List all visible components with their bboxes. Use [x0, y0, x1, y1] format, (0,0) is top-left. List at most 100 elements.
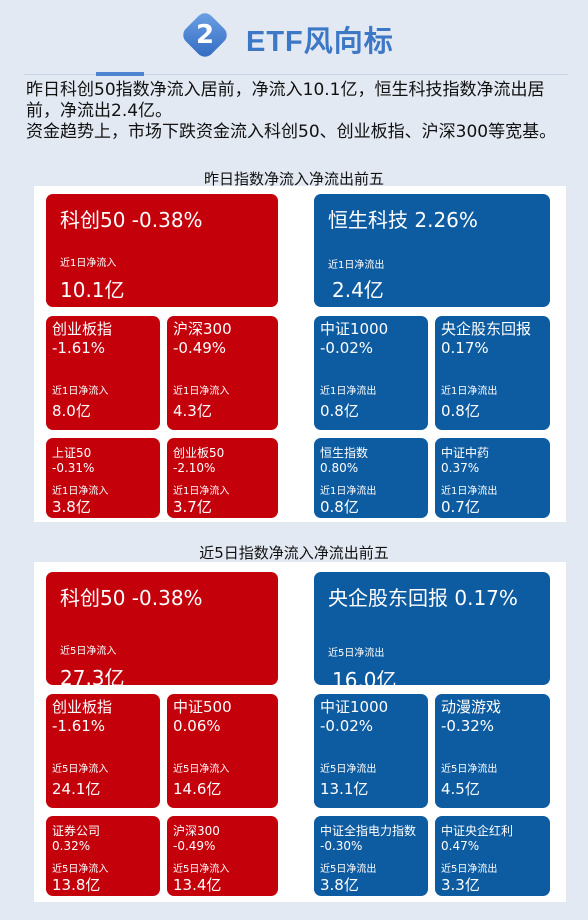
- section1-inflow-card-5[interactable]: 创业板50 -2.10% 近1日净流入 3.7亿: [167, 438, 278, 518]
- card-index-change: -0.49%: [173, 339, 227, 357]
- section1-outflow-card-2[interactable]: 中证1000 -0.02% 近1日净流出 0.8亿: [314, 316, 428, 430]
- card-flow-value: 14.6亿: [173, 780, 222, 798]
- card-index-change: 0.37%: [441, 461, 480, 475]
- section2-inflow-card-2[interactable]: 创业板指 -1.61% 近5日净流入 24.1亿: [46, 694, 160, 808]
- section2-outflow-card-2[interactable]: 中证1000 -0.02% 近5日净流出 13.1亿: [314, 694, 428, 808]
- card-flow-label: 近5日净流入: [60, 646, 117, 657]
- section1-outflow-card-4[interactable]: 恒生指数 0.80% 近1日净流出 0.8亿: [314, 438, 428, 518]
- card-index-name: 创业板指: [52, 320, 113, 338]
- card-flow-value: 13.4亿: [173, 876, 222, 894]
- card-index-name: 中证1000: [320, 698, 389, 716]
- card-index-change: -0.30%: [320, 839, 363, 853]
- section-number-badge: 2: [178, 8, 232, 62]
- section1-outflow-card-5[interactable]: 中证中药 0.37% 近1日净流出 0.7亿: [435, 438, 550, 518]
- card-index-change: -0.49%: [173, 839, 216, 853]
- card-flow-label: 近5日净流出: [328, 648, 385, 659]
- card-flow-value: 2.4亿: [332, 278, 384, 302]
- card-index-change: -1.61%: [52, 339, 106, 357]
- card-index-name: 央企股东回报 0.17%: [328, 586, 518, 610]
- card-index-name: 上证50: [52, 446, 92, 460]
- section2-outflow-card-1[interactable]: 央企股东回报 0.17% 近5日净流出 16.0亿: [314, 572, 550, 685]
- card-flow-value: 27.3亿: [60, 666, 125, 685]
- section2-inflow-card-3[interactable]: 中证500 0.06% 近5日净流入 14.6亿: [167, 694, 278, 808]
- section2-inflow-card-4[interactable]: 证券公司 0.32% 近5日净流入 13.8亿: [46, 816, 160, 896]
- card-flow-value: 8.0亿: [52, 402, 91, 420]
- card-flow-label: 近1日净流入: [52, 486, 109, 497]
- section1-outflow-card-3[interactable]: 央企股东回报 0.17% 近1日净流出 0.8亿: [435, 316, 550, 430]
- card-flow-label: 近1日净流出: [328, 260, 385, 271]
- card-index-change: -0.02%: [320, 339, 374, 357]
- card-flow-value: 16.0亿: [332, 668, 397, 685]
- card-index-name: 中证全指电力指数: [320, 824, 417, 838]
- section1-inflow-card-2[interactable]: 创业板指 -1.61% 近1日净流入 8.0亿: [46, 316, 160, 430]
- section2-outflow-card-5[interactable]: 中证央企红利 0.47% 近5日净流出 3.3亿: [435, 816, 550, 896]
- card-index-name: 恒生指数: [320, 446, 369, 460]
- card-index-name: 恒生科技 2.26%: [328, 208, 478, 232]
- section1-panel: 科创50 -0.38% 近1日净流入 10.1亿 恒生科技 2.26% 近1日净…: [34, 186, 566, 522]
- card-index-name: 中证央企红利: [441, 824, 514, 838]
- card-flow-value: 0.8亿: [320, 402, 359, 420]
- card-flow-label: 近5日净流出: [441, 864, 498, 875]
- card-index-name: 创业板指: [52, 698, 113, 716]
- section1-inflow-card-1[interactable]: 科创50 -0.38% 近1日净流入 10.1亿: [46, 194, 278, 307]
- card-flow-label: 近1日净流出: [441, 486, 498, 497]
- card-flow-label: 近1日净流入: [173, 486, 230, 497]
- card-flow-label: 近1日净流入: [173, 386, 230, 397]
- card-index-change: -2.10%: [173, 461, 216, 475]
- card-index-name: 中证中药: [441, 446, 490, 460]
- section1-inflow-card-4[interactable]: 上证50 -0.31% 近1日净流入 3.8亿: [46, 438, 160, 518]
- section2-outflow-card-4[interactable]: 中证全指电力指数 -0.30% 近5日净流出 3.8亿: [314, 816, 428, 896]
- summary-line-2: 资金趋势上，市场下跌资金流入科创50、创业板指、沪深300等宽基。: [26, 122, 557, 142]
- section1-outflow-card-1[interactable]: 恒生科技 2.26% 近1日净流出 2.4亿: [314, 194, 550, 307]
- badge-number: 2: [195, 20, 215, 50]
- card-index-change: 0.17%: [441, 339, 489, 357]
- summary-text: 昨日科创50指数净流入居前，净流入10.1亿，恒生科技指数净流出居前，净流出2.…: [26, 80, 572, 143]
- card-flow-label: 近5日净流入: [173, 864, 230, 875]
- card-flow-value: 3.7亿: [173, 498, 212, 516]
- card-index-name: 科创50 -0.38%: [60, 586, 203, 610]
- section1-inflow-card-3[interactable]: 沪深300 -0.49% 近1日净流入 4.3亿: [167, 316, 278, 430]
- section2-panel: 科创50 -0.38% 近5日净流入 27.3亿 央企股东回报 0.17% 近5…: [34, 562, 566, 902]
- card-flow-value: 10.1亿: [60, 278, 125, 302]
- card-index-name: 证券公司: [52, 824, 101, 838]
- header-divider-accent: [96, 72, 144, 76]
- card-flow-label: 近1日净流入: [52, 386, 109, 397]
- card-index-name: 央企股东回报: [441, 320, 532, 338]
- card-index-name: 沪深300: [173, 824, 220, 838]
- card-flow-value: 0.7亿: [441, 498, 480, 516]
- card-flow-value: 13.1亿: [320, 780, 369, 798]
- card-index-change: -0.02%: [320, 717, 374, 735]
- section2-outflow-card-3[interactable]: 动漫游戏 -0.32% 近5日净流出 4.5亿: [435, 694, 550, 808]
- card-flow-label: 近5日净流入: [52, 764, 109, 775]
- card-flow-value: 4.3亿: [173, 402, 212, 420]
- page-title: ETF风向标: [246, 26, 394, 58]
- section1-title: 昨日指数净流入净流出前五: [203, 170, 384, 188]
- card-index-name: 沪深300: [173, 320, 232, 338]
- summary-line-1: 昨日科创50指数净流入居前，净流入10.1亿，恒生科技指数净流出居前，净流出2.…: [26, 80, 545, 121]
- section2-inflow-card-5[interactable]: 沪深300 -0.49% 近5日净流入 13.4亿: [167, 816, 278, 896]
- card-index-name: 科创50 -0.38%: [60, 208, 203, 232]
- card-flow-label: 近5日净流出: [320, 864, 377, 875]
- card-index-name: 中证500: [173, 698, 232, 716]
- card-flow-label: 近5日净流出: [441, 764, 498, 775]
- diamond-badge-icon: [183, 13, 227, 57]
- section2-inflow-card-1[interactable]: 科创50 -0.38% 近5日净流入 27.3亿: [46, 572, 278, 685]
- card-flow-label: 近1日净流出: [441, 386, 498, 397]
- card-flow-value: 3.8亿: [320, 876, 359, 894]
- card-index-change: -1.61%: [52, 717, 106, 735]
- card-index-change: 0.32%: [52, 839, 91, 853]
- card-index-change: -0.32%: [441, 717, 495, 735]
- card-flow-label: 近1日净流出: [320, 486, 377, 497]
- section2-title: 近5日指数净流入净流出前五: [199, 544, 389, 562]
- card-index-change: 0.80%: [320, 461, 359, 475]
- card-flow-label: 近5日净流出: [320, 764, 377, 775]
- card-flow-label: 近1日净流入: [60, 258, 117, 269]
- card-index-change: -0.31%: [52, 461, 95, 475]
- card-index-name: 创业板50: [173, 446, 225, 460]
- card-flow-value: 4.5亿: [441, 780, 480, 798]
- card-flow-value: 0.8亿: [441, 402, 480, 420]
- card-flow-value: 3.8亿: [52, 498, 91, 516]
- card-flow-value: 0.8亿: [320, 498, 359, 516]
- card-index-name: 中证1000: [320, 320, 389, 338]
- section-header: 2 ETF风向标: [0, 0, 588, 76]
